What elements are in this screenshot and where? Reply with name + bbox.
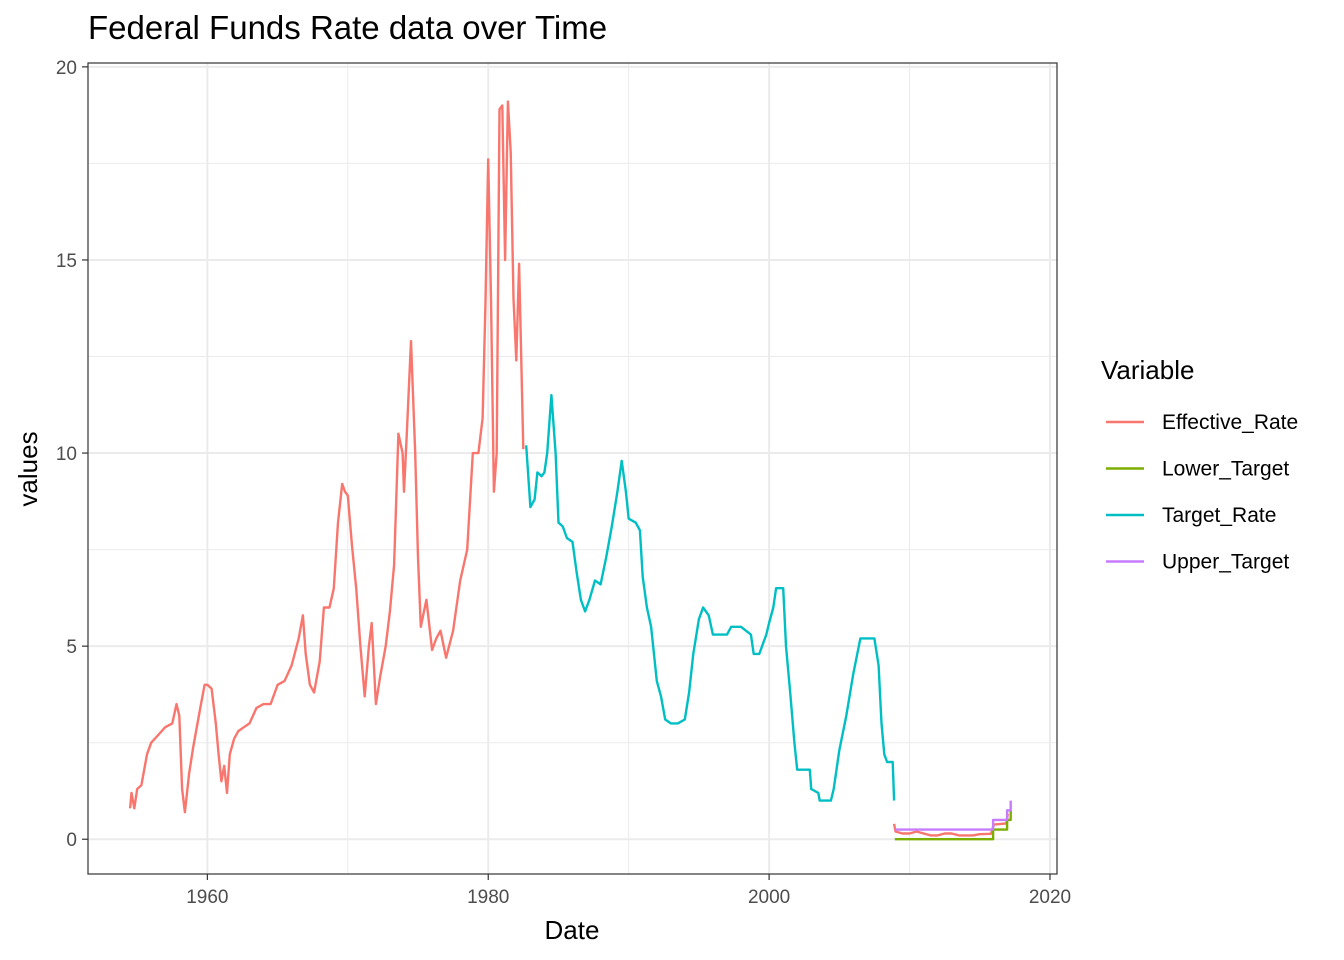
- legend: Variable Effective_Rate Lower_Target Targe…: [1101, 355, 1298, 574]
- plot-border: [87, 62, 1058, 875]
- y-tick-label: 10: [56, 444, 77, 465]
- series-line-effective-rate: [892, 813, 1009, 837]
- legend-label-lower-target: Lower_Target: [1162, 458, 1289, 481]
- series-line-upper-target: [894, 800, 1012, 831]
- x-tick-label: 2020: [1029, 887, 1071, 908]
- series-line-effective-rate: [128, 100, 525, 814]
- series-line-lower-target: [894, 810, 1012, 841]
- legend-title: Variable: [1101, 355, 1194, 385]
- chart-title: Federal Funds Rate data over Time: [88, 9, 607, 46]
- x-tick-label: 2000: [748, 887, 790, 908]
- y-tick-label: 5: [66, 637, 77, 658]
- series-line-target-rate: [525, 393, 896, 802]
- legend-label-effective-rate: Effective_Rate: [1162, 411, 1298, 434]
- legend-items: Effective_Rate Lower_Target Target_Rate Upp…: [1106, 411, 1298, 574]
- grid: [88, 63, 1057, 874]
- y-tick-label: 15: [56, 251, 77, 272]
- y-tick-label: 20: [56, 58, 77, 79]
- series-layer: [128, 100, 1012, 841]
- y-axis: 0 5 10 15 20: [56, 58, 88, 851]
- x-tick-label: 1960: [186, 887, 228, 908]
- legend-label-upper-target: Upper_Target: [1162, 551, 1289, 574]
- y-axis-title: values: [13, 431, 43, 506]
- x-tick-label: 1980: [467, 887, 509, 908]
- y-tick-label: 0: [66, 830, 77, 851]
- x-axis-title: Date: [545, 915, 600, 945]
- legend-label-target-rate: Target_Rate: [1162, 504, 1276, 527]
- x-axis: 1960 1980 2000 2020: [186, 874, 1071, 908]
